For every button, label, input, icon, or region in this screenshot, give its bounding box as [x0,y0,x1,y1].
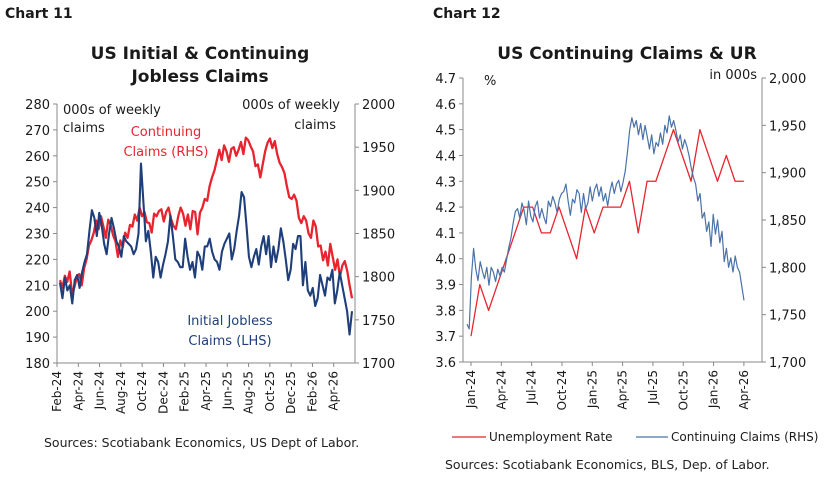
chart11-left-tick-label: 280 [25,98,50,113]
chart11-title-line2: Jobless Claims [130,67,268,87]
chart11-right-tick-label: 1750 [362,314,395,329]
chart11-x-tick-label: Apr-26 [327,371,341,411]
chart11-left-tick-label: 220 [25,253,50,268]
chart11-left-tick-label: 230 [25,228,50,243]
chart12-x-tick-label: Apr-24 [494,370,508,410]
chart11-right-tick-label: 1700 [362,357,395,372]
chart11-right-tick-label: 2000 [362,98,395,113]
chart11-left-axis-label-line2: claims [63,121,105,136]
chart12-x-tick-label: Jan-25 [585,370,599,409]
chart12-left-tick-label: 3.7 [435,330,456,345]
chart11-x-tick-label: Apr-25 [199,371,213,411]
chart12-right-tick-label: 2,000 [769,72,806,87]
chart11-right-tick-label: 1900 [362,184,395,199]
chart11-x-tick-label: Oct-25 [263,371,277,411]
legend-label-continuing-claims: Continuing Claims (RHS) [671,430,818,444]
chart11-x-tick-label: Jun-24 [93,371,107,410]
chart11-x-tick-label: Feb-24 [50,371,64,412]
chart11-continuing-label-line2: Claims (RHS) [123,145,208,160]
chart11-left-tick-label: 240 [25,202,50,217]
chart12-left-axis-label: % [484,74,496,89]
chart11-left-tick-label: 260 [25,150,50,165]
chart11-svg: US Initial & Continuing Jobless Claims 1… [25,44,395,414]
chart12-right-tick-label: 1,800 [769,261,806,276]
chart12-left-tick-label: 3.6 [435,356,456,371]
chart11-title-line1: US Initial & Continuing [91,44,310,64]
chart11-x-tick-label: Jun-25 [220,371,234,410]
chart11-right-tick-label: 1800 [362,271,395,286]
chart12-x-tick-label: Oct-25 [676,370,690,410]
chart12-x-tick-label: Oct-24 [555,370,569,410]
chart11-x-tick-label: Feb-25 [178,371,192,412]
chart12-x-tick-label: Apr-26 [737,370,751,410]
chart11-right-tick-label: 1850 [362,228,395,243]
chart12-left-tick-label: 4.0 [435,253,456,268]
chart11-x-tick-label: Oct-24 [135,371,149,411]
chart12-left-tick-label: 4.7 [435,72,456,87]
chart12-right-tick-label: 1,850 [769,214,806,229]
chart12-x-tick-label: Jul-25 [646,370,660,405]
chart12-left-tick-label: 4.6 [435,98,456,113]
chart11-x-tick-label: Dec-25 [284,371,298,414]
chart12-title: US Continuing Claims & UR [497,44,756,64]
chart12-left-tick-label: 4.2 [435,201,456,216]
chart11-initial-claims-line [58,162,354,336]
chart12-right-tick-label: 1,900 [769,167,806,182]
chart12-x-tick-label: Jul-24 [525,370,539,405]
chart11-x-tick-label: Feb-26 [305,371,319,412]
chart12-continuing-claims-line [466,115,745,330]
chart11-initial-label-line1: Initial Jobless [187,314,273,329]
chart12-left-tick-label: 4.5 [435,124,456,139]
chart11-x-tick-label: Apr-24 [71,371,85,411]
chart12-unemployment-rate-line [470,128,744,337]
chart12-left-tick-label: 4.4 [435,149,456,164]
chart11-source: Sources: Scotiabank Economics, US Dept o… [44,435,360,450]
chart12-right-tick-label: 1,750 [769,309,806,324]
legend-label-unemployment-rate: Unemployment Rate [489,430,613,444]
chart12-left-tick-label: 3.9 [435,279,456,294]
chart11-left-tick-label: 210 [25,279,50,294]
chart11-x-tick-label: Aug-25 [242,371,256,414]
chart11-right-axis-label-line1: 000s of weekly [242,98,340,113]
chart12-x-tick-label: Jan-26 [707,370,721,409]
chart12-left-tick-label: 4.3 [435,175,456,190]
chart11-continuing-label-line1: Continuing [131,125,202,140]
chart11-initial-label-line2: Claims (LHS) [188,334,271,349]
chart12-source: Sources: Scotiabank Economics, BLS, Dep.… [445,457,770,472]
chart12-right-axis-label: in 000s [709,68,757,83]
chart12-x-tick-label: Jan-24 [464,370,478,409]
chart11-x-tick-label: Aug-24 [114,371,128,414]
chart11-left-axis-label-line1: 000s of weekly [63,103,161,118]
chart12-x-tick-label: Apr-25 [616,370,630,410]
chart11-left-tick-label: 200 [25,305,50,320]
chart11-label: Chart 11 [5,6,73,22]
chart12-left-tick-label: 3.8 [435,304,456,319]
chart11-left-tick-label: 270 [25,124,50,139]
chart12-right-tick-label: 1,950 [769,119,806,134]
chart12-right-tick-label: 1,700 [769,356,806,371]
chart12-left-tick-label: 4.1 [435,227,456,242]
chart11-left-tick-label: 180 [25,357,50,372]
chart12-label: Chart 12 [433,6,501,22]
chart11-right-tick-label: 1950 [362,141,395,156]
chart11-left-tick-label: 250 [25,176,50,191]
chart11-continuing-claims-line [58,136,354,299]
chart11-x-tick-label: Dec-24 [156,371,170,414]
chart11-left-tick-label: 190 [25,331,50,346]
chart11-right-axis-label-line2: claims [294,118,336,133]
